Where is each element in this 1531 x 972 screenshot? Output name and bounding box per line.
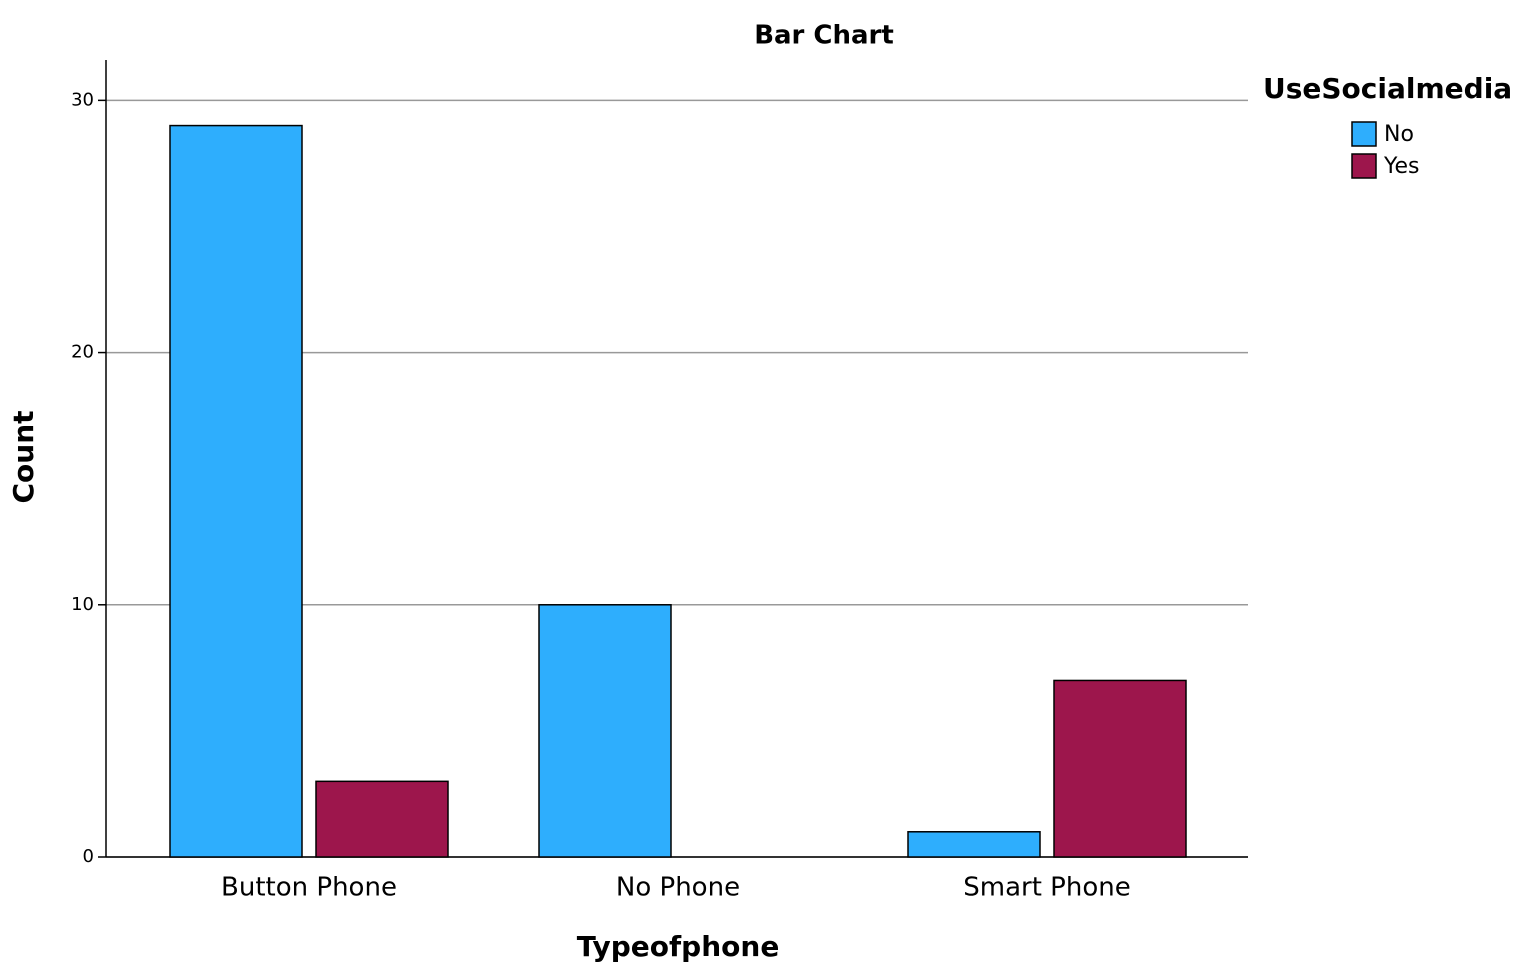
legend-label: No xyxy=(1384,122,1414,147)
x-tick-label: Smart Phone xyxy=(963,873,1130,903)
legend-label: Yes xyxy=(1383,154,1420,179)
y-axis-title: Count xyxy=(7,410,40,503)
y-tick-label: 0 xyxy=(83,846,94,867)
bar xyxy=(907,831,1041,858)
y-tick-label: 20 xyxy=(71,342,94,363)
x-axis-title: Typeofphone xyxy=(577,930,780,963)
x-tick-label: No Phone xyxy=(616,873,740,903)
bar xyxy=(538,604,672,858)
x-tick-label: Button Phone xyxy=(221,873,397,903)
legend-title: UseSocialmedia xyxy=(1263,72,1512,105)
y-tick-label: 30 xyxy=(71,89,94,110)
bar xyxy=(169,124,303,858)
chart-title: Bar Chart xyxy=(754,21,894,51)
legend-swatch xyxy=(1351,121,1377,147)
bar xyxy=(315,780,449,858)
y-tick-label: 10 xyxy=(71,594,94,615)
bar xyxy=(1053,679,1187,858)
legend-swatch xyxy=(1351,153,1377,179)
